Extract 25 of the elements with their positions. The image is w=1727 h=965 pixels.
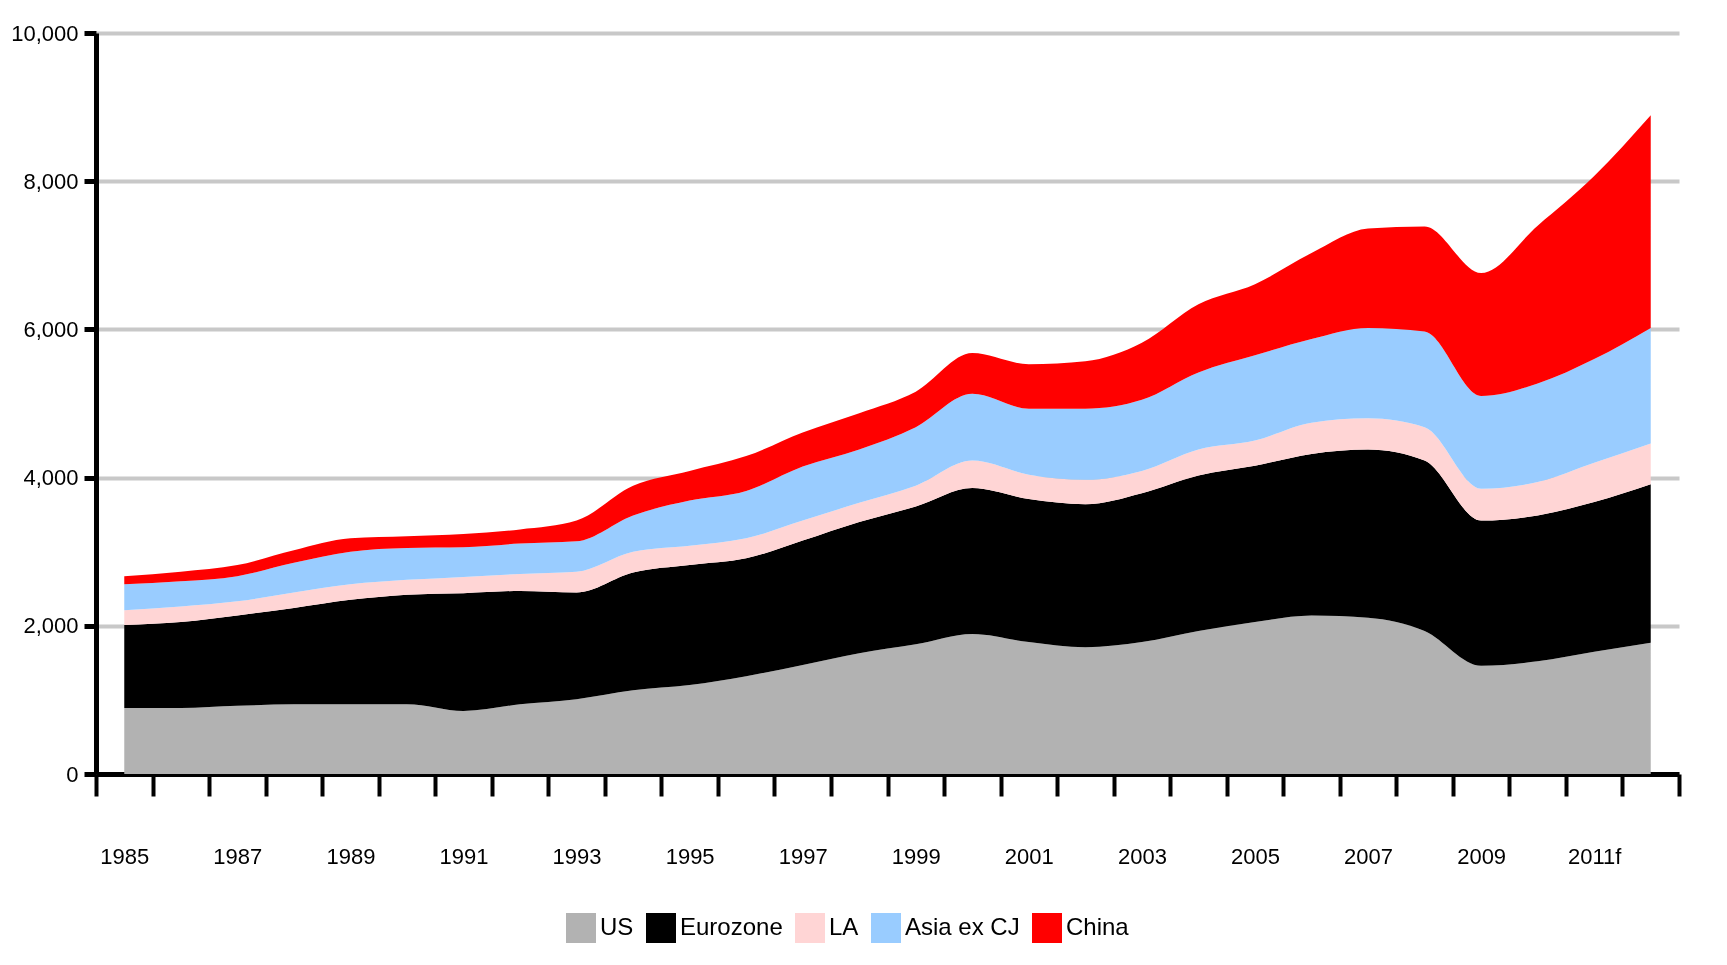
x-tick-label: 1997 (778, 843, 828, 869)
legend-label: China (1066, 913, 1130, 940)
x-tick-label: 2005 (1231, 843, 1280, 869)
x-tick-label: 2009 (1457, 843, 1507, 869)
legend-label: Asia ex CJ (905, 913, 1020, 940)
y-tick-label: 4,000 (23, 465, 79, 491)
legend-label: LA (829, 913, 859, 940)
y-tick-label: 6,000 (23, 316, 79, 342)
x-tick-label: 2001 (1004, 843, 1054, 869)
x-tick-label: 1995 (665, 843, 715, 869)
x-tick-label: 1989 (326, 843, 376, 869)
x-tick-label: 1999 (891, 843, 941, 869)
x-tick-label: 2007 (1344, 843, 1394, 869)
y-tick-label: 10,000 (11, 20, 79, 46)
x-tick-label: 2011f (1567, 843, 1623, 869)
legend-label: US (600, 913, 634, 940)
x-tick-label: 2003 (1117, 843, 1167, 869)
y-tick-label: 8,000 (23, 168, 79, 194)
x-tick-label: 1987 (213, 843, 263, 869)
x-tick-label: 1993 (552, 843, 602, 869)
y-tick-label: 0 (66, 761, 79, 787)
y-tick-label: 2,000 (23, 613, 79, 639)
x-tick-label: 1991 (439, 843, 489, 869)
legend-label: Eurozone (680, 913, 783, 940)
x-tick-label: 1985 (100, 843, 150, 869)
